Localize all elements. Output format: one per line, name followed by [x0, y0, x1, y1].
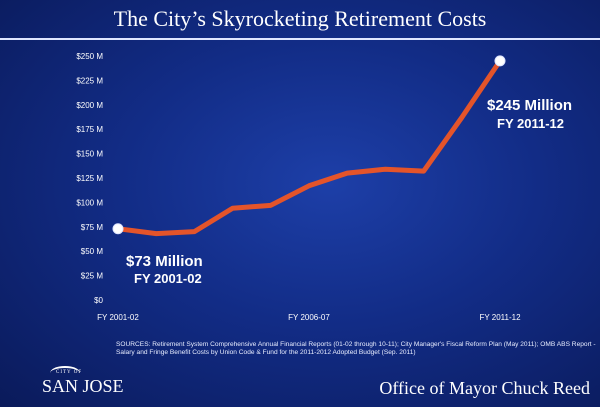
- annotation-end-label: FY 2011-12: [497, 116, 564, 131]
- logo-swoosh-icon: [50, 366, 80, 380]
- city-logo: CITY OF SAN JOSE: [42, 366, 124, 397]
- y-tick-label: $225 M: [76, 76, 103, 85]
- data-point-marker: [494, 55, 506, 67]
- title-divider: [0, 38, 600, 40]
- y-tick-label: $200 M: [76, 101, 103, 110]
- logo-name: SAN JOSE: [42, 376, 124, 396]
- data-point-marker: [112, 223, 124, 235]
- y-tick-label: $75 M: [81, 223, 104, 232]
- page-title: The City’s Skyrocketing Retirement Costs: [113, 6, 487, 31]
- series-line: [115, 58, 503, 237]
- y-tick-label: $175 M: [76, 125, 103, 134]
- y-tick-label: $125 M: [76, 174, 103, 183]
- x-tick-label: FY 2006-07: [288, 313, 330, 322]
- y-tick-label: $100 M: [76, 198, 103, 207]
- y-tick-label: $50 M: [81, 247, 104, 256]
- sources-note: SOURCES: Retirement System Comprehensive…: [116, 341, 596, 356]
- annotation-start-label: FY 2001-02: [134, 271, 202, 286]
- y-tick-label: $25 M: [81, 272, 104, 281]
- y-tick-label: $150 M: [76, 150, 103, 159]
- retirement-cost-chart: $0 $25 M $50 M $75 M $100 M $125 M $150 M $175 …: [76, 52, 572, 322]
- annotation-start-value: $73 Million: [126, 253, 203, 270]
- annotation-end-value: $245 Million: [487, 97, 572, 114]
- x-tick-label: FY 2001-02: [97, 313, 139, 322]
- x-tick-label: FY 2011-12: [479, 313, 521, 322]
- y-tick-label: $250 M: [76, 52, 103, 61]
- logo-small-text: CITY OF: [56, 370, 83, 375]
- office-label: Office of Mayor Chuck Reed: [379, 378, 590, 398]
- y-tick-label: $0: [94, 296, 103, 305]
